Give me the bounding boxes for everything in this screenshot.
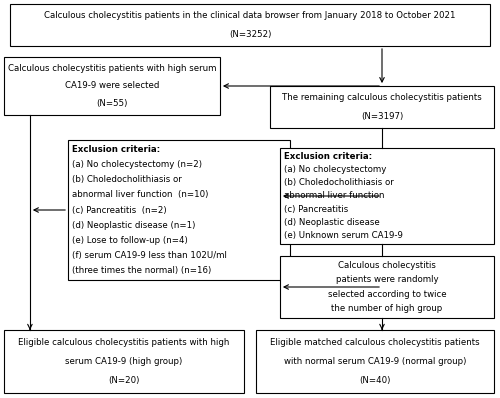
Text: patients were randomly: patients were randomly [336, 275, 438, 284]
Text: (f) serum CA19-9 less than 102U/ml: (f) serum CA19-9 less than 102U/ml [72, 251, 227, 259]
Text: (d) Neoplastic disease: (d) Neoplastic disease [284, 218, 380, 227]
Text: Calculous cholecystitis: Calculous cholecystitis [338, 261, 436, 270]
Text: (e) Lose to follow-up (n=4): (e) Lose to follow-up (n=4) [72, 236, 188, 245]
Bar [280, 256, 494, 318]
Bar [256, 330, 494, 393]
Text: The remaining calculous cholecystitis patients: The remaining calculous cholecystitis pa… [282, 94, 482, 102]
Text: (three times the normal) (n=16): (three times the normal) (n=16) [72, 266, 211, 275]
Text: (N=40): (N=40) [360, 376, 390, 385]
Text: Calculous cholecystitis patients in the clinical data browser from January 2018 : Calculous cholecystitis patients in the … [44, 12, 456, 20]
Text: Exclusion criteria:: Exclusion criteria: [72, 145, 160, 154]
Text: (c) Pancreatitis  (n=2): (c) Pancreatitis (n=2) [72, 205, 166, 215]
Text: Exclusion criteria:: Exclusion criteria: [284, 152, 372, 161]
Text: (b) Choledocholithiasis or: (b) Choledocholithiasis or [72, 176, 182, 184]
Text: Eligible calculous cholecystitis patients with high: Eligible calculous cholecystitis patient… [18, 338, 230, 347]
Text: (e) Unknown serum CA19-9: (e) Unknown serum CA19-9 [284, 231, 403, 240]
Bar [280, 148, 494, 244]
Bar [270, 86, 494, 128]
Text: (N=3197): (N=3197) [361, 111, 403, 121]
Bar [4, 330, 244, 393]
Text: (N=55): (N=55) [96, 99, 128, 108]
Text: CA19-9 were selected: CA19-9 were selected [65, 82, 159, 90]
Text: (b) Choledocholithiasis or: (b) Choledocholithiasis or [284, 178, 394, 187]
Text: (d) Neoplastic disease (n=1): (d) Neoplastic disease (n=1) [72, 220, 196, 230]
Bar [68, 140, 290, 280]
Text: Eligible matched calculous cholecystitis patients: Eligible matched calculous cholecystitis… [270, 338, 480, 347]
Text: (a) No cholecystectomy: (a) No cholecystectomy [284, 165, 386, 174]
Text: with normal serum CA19-9 (normal group): with normal serum CA19-9 (normal group) [284, 357, 466, 366]
Text: Calculous cholecystitis patients with high serum: Calculous cholecystitis patients with hi… [8, 64, 216, 73]
Text: selected according to twice: selected according to twice [328, 290, 446, 299]
Text: abnormal liver function: abnormal liver function [284, 191, 384, 201]
Text: (N=20): (N=20) [108, 376, 140, 385]
Text: (c) Pancreatitis: (c) Pancreatitis [284, 205, 348, 214]
Text: the number of high group: the number of high group [332, 304, 442, 313]
Text: (N=3252): (N=3252) [229, 29, 271, 39]
Bar [4, 57, 220, 115]
Text: serum CA19-9 (high group): serum CA19-9 (high group) [66, 357, 182, 366]
Bar [10, 4, 490, 46]
Text: abnormal liver function  (n=10): abnormal liver function (n=10) [72, 191, 208, 199]
Text: (a) No cholecystectomy (n=2): (a) No cholecystectomy (n=2) [72, 160, 202, 169]
